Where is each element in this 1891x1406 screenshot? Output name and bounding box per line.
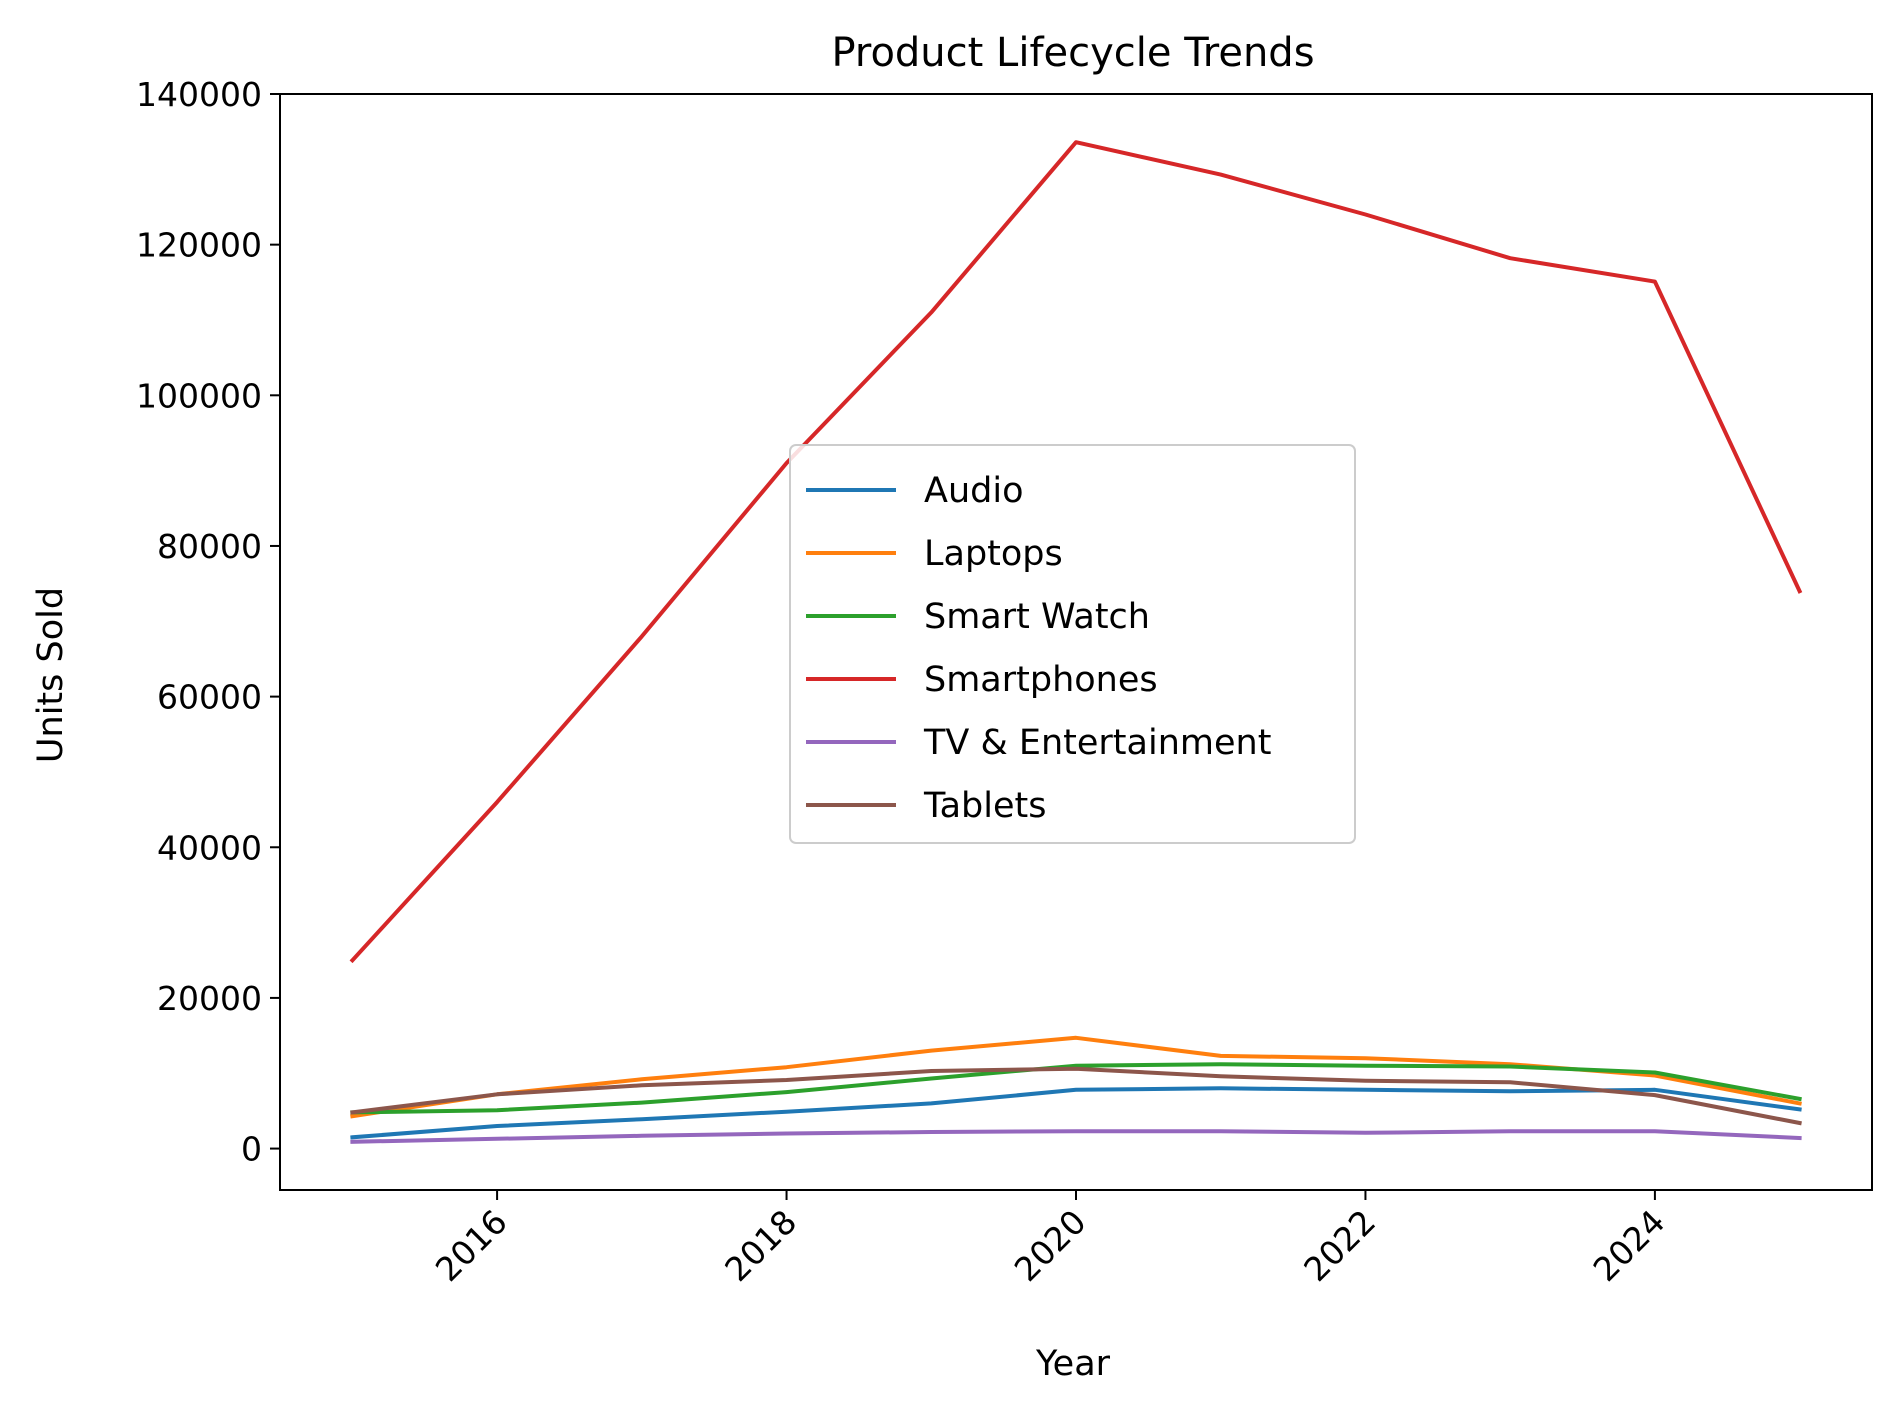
x-tick-label: 2022 bbox=[1296, 1202, 1383, 1289]
y-tick-label: 0 bbox=[241, 1130, 262, 1169]
series-line-smartphones bbox=[349, 140, 1803, 964]
y-tick-label: 80000 bbox=[157, 527, 262, 566]
legend: Audio Laptops Smart Watch Smartphones TV & E… bbox=[789, 444, 1356, 844]
legend-label-smart-watch: Smart Watch bbox=[924, 597, 1150, 637]
legend-box bbox=[789, 444, 1356, 844]
series-line-audio bbox=[350, 1086, 1802, 1140]
y-tick-label: 100000 bbox=[136, 376, 262, 415]
x-tick-label: 2018 bbox=[717, 1202, 804, 1289]
x-tick-label: 2024 bbox=[1586, 1202, 1673, 1289]
y-axis-label: Units Sold bbox=[31, 587, 71, 763]
y-tick-label: 120000 bbox=[136, 226, 262, 265]
legend-label-smartphones: Smartphones bbox=[924, 660, 1158, 700]
legend-label-tv-entertainment: TV & Entertainment bbox=[923, 723, 1271, 763]
legend-label-audio: Audio bbox=[924, 471, 1023, 511]
series-line-smart-watch bbox=[350, 1062, 1802, 1115]
y-tick-label: 140000 bbox=[136, 75, 262, 114]
chart-title: Product Lifecycle Trends bbox=[831, 30, 1314, 76]
legend-label-tablets: Tablets bbox=[923, 786, 1046, 826]
series-layer bbox=[349, 140, 1803, 1144]
legend-label-laptops: Laptops bbox=[924, 534, 1063, 574]
y-tick-label: 40000 bbox=[157, 828, 262, 867]
series-line-tablets bbox=[350, 1066, 1802, 1126]
x-tick-label: 2016 bbox=[428, 1202, 515, 1289]
x-tick-label: 2020 bbox=[1007, 1202, 1094, 1289]
y-tick-label: 20000 bbox=[157, 979, 262, 1018]
y-tick-label: 60000 bbox=[157, 678, 262, 717]
series-line-tv-entertainment bbox=[350, 1129, 1802, 1144]
x-axis-label: Year bbox=[1035, 1344, 1111, 1384]
